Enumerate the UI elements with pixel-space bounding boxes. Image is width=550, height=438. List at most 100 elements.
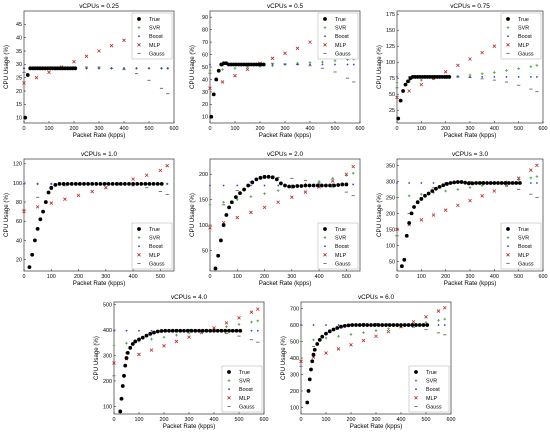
- data-point-svr: [312, 338, 315, 342]
- data-point-svr: [150, 337, 153, 341]
- data-point-mlp: [386, 329, 391, 334]
- data-point-true: [398, 98, 403, 103]
- data-point-mlp: [324, 351, 328, 355]
- legend-label-svr: SVR: [149, 26, 160, 32]
- panel-8: vCPUs = 6.00 100 200 300 400 500 6001002003004…: [280, 294, 456, 430]
- x-tick-label: 600: [260, 417, 269, 423]
- x-axis-label: Packet Rate (kpps): [350, 423, 403, 430]
- legend-marker-mlp: [506, 43, 510, 47]
- x-axis-label: Packet Rate (kpps): [73, 280, 126, 287]
- data-point-true: [130, 342, 135, 346]
- series-svr: [299, 317, 447, 343]
- x-axis-label: Packet Rate (kpps): [259, 280, 312, 287]
- series-true: [209, 61, 266, 119]
- data-point-true: [262, 174, 267, 179]
- legend: True SVR Boost MLP Gauss: [317, 12, 359, 60]
- data-point-mlp: [22, 209, 26, 214]
- legend-marker-boost: [138, 245, 140, 248]
- data-point-svr: [493, 71, 496, 74]
- data-point-true: [455, 180, 460, 184]
- data-point-mlp: [424, 315, 428, 319]
- legend-label-boost: Boost: [239, 387, 253, 393]
- y-tick-label: 60: [16, 219, 22, 225]
- data-point-true: [315, 183, 320, 188]
- y-tick-label: 25: [16, 76, 22, 82]
- data-point-true: [477, 181, 482, 185]
- y-tick-label: 175: [386, 12, 395, 18]
- y-tick-label: 250: [386, 195, 395, 201]
- x-tick-label: 500: [156, 274, 165, 280]
- data-point-true: [148, 331, 153, 336]
- data-point-true: [412, 205, 416, 209]
- y-tick-label: 20: [202, 102, 208, 108]
- data-point-boost: [300, 324, 302, 326]
- data-point-mlp: [165, 163, 169, 168]
- data-point-boost: [166, 182, 169, 185]
- data-point-true: [155, 329, 160, 334]
- series-true: [396, 75, 452, 121]
- chart-title: vCPUs = 0.75: [450, 3, 490, 10]
- y-tick-label: 300: [386, 179, 395, 185]
- data-point-true: [78, 181, 82, 186]
- y-tick-label: 300: [103, 353, 112, 359]
- data-point-mlp: [97, 49, 101, 53]
- data-point-true: [414, 323, 418, 327]
- legend-label-gauss: Gauss: [149, 51, 165, 57]
- data-point-svr: [420, 192, 423, 196]
- data-point-true: [30, 252, 35, 257]
- data-point-true: [404, 233, 409, 238]
- x-tick-label: 100: [417, 126, 426, 132]
- legend-label-boost: Boost: [335, 244, 349, 250]
- data-point-mlp: [361, 338, 366, 343]
- x-tick-label: 500: [145, 126, 154, 132]
- series-true: [399, 180, 522, 269]
- x-tick-label: 300: [281, 126, 290, 132]
- data-point-svr: [208, 69, 212, 73]
- data-point-svr: [480, 72, 484, 76]
- data-point-true: [128, 345, 133, 350]
- data-point-true: [492, 181, 497, 185]
- data-point-true: [208, 328, 213, 333]
- data-point-true: [305, 400, 310, 405]
- series-mlp: [299, 305, 447, 364]
- legend-marker-boost: [507, 245, 509, 248]
- legend-marker-svr: [227, 379, 231, 382]
- data-point-boost: [529, 182, 532, 184]
- data-point-mlp: [249, 210, 253, 215]
- y-tick-label: 80: [16, 200, 22, 206]
- data-point-boost: [250, 329, 253, 332]
- data-point-boost: [236, 184, 239, 187]
- legend-label-gauss: Gauss: [518, 261, 534, 267]
- legend-marker-true: [414, 370, 418, 374]
- data-point-svr: [276, 189, 280, 192]
- legend-marker-mlp: [323, 43, 327, 47]
- data-point-boost: [160, 67, 163, 70]
- data-point-boost: [517, 76, 520, 78]
- data-point-svr: [437, 318, 440, 322]
- x-axis-label: Packet Rate (kpps): [444, 280, 497, 287]
- legend-label-true: True: [239, 370, 250, 376]
- legend-label-gauss: Gauss: [239, 404, 255, 410]
- data-point-true: [106, 181, 111, 186]
- legend-label-gauss: Gauss: [335, 51, 351, 57]
- data-point-true: [118, 409, 123, 414]
- y-tick-label: 40: [16, 36, 22, 42]
- data-point-svr: [444, 189, 447, 193]
- data-point-mlp: [233, 73, 237, 78]
- data-point-mlp: [349, 343, 353, 347]
- data-point-true: [452, 180, 457, 185]
- data-point-true: [250, 180, 255, 185]
- y-tick-label: 40: [16, 238, 22, 244]
- data-point-svr: [333, 59, 337, 63]
- data-point-boost: [334, 63, 336, 66]
- data-point-true: [311, 183, 316, 188]
- data-point-true: [123, 181, 127, 186]
- data-point-true: [417, 323, 422, 327]
- y-tick-label: 200: [199, 172, 208, 178]
- data-point-true: [437, 184, 442, 189]
- legend-marker-boost: [324, 35, 326, 38]
- panel-3: vCPUs = 0.75 0 100 200 300 400 500 600 25 50 75 100…: [376, 3, 548, 139]
- x-tick-label: 100: [231, 126, 240, 132]
- x-tick-label: 0: [209, 126, 212, 132]
- series-gauss: [22, 66, 170, 95]
